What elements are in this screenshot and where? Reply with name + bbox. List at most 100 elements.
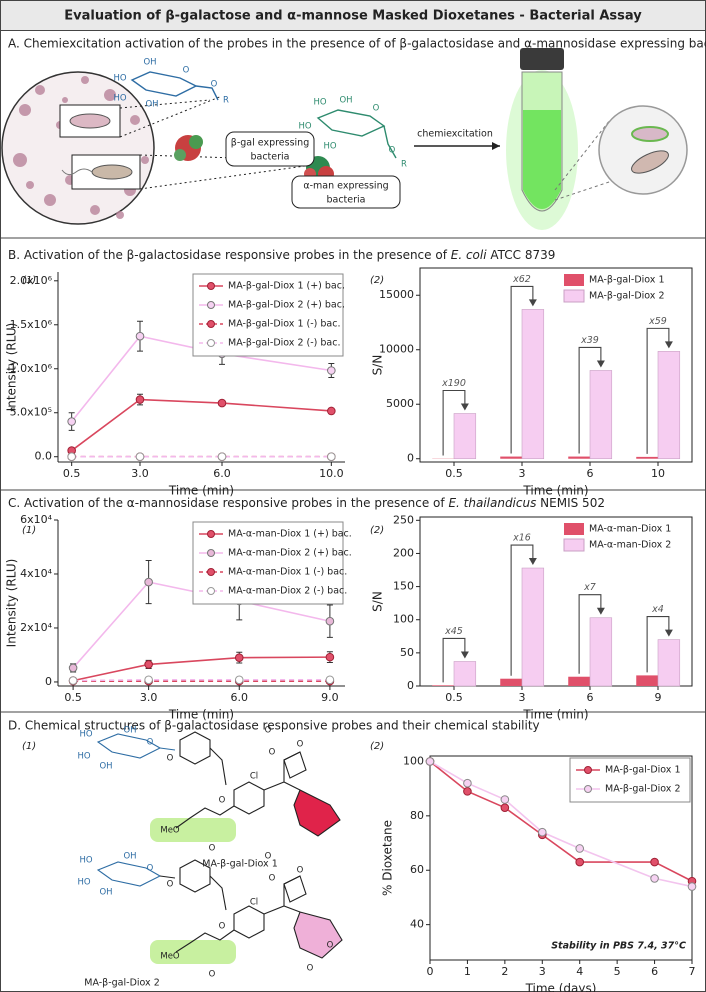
atom-label: OH	[145, 100, 158, 110]
atom-label: R	[401, 160, 407, 170]
annotation: x45	[444, 626, 463, 637]
data-point	[575, 844, 585, 853]
fold-arrow	[528, 558, 537, 566]
y-tick-label: 80	[410, 809, 424, 822]
bar	[568, 456, 590, 459]
fold-bracket	[646, 327, 670, 454]
x-tick-label: 4	[576, 965, 583, 978]
data-point	[67, 417, 76, 426]
bar	[589, 370, 613, 460]
x-axis-title: Time (min)	[522, 708, 588, 722]
data-point	[144, 660, 153, 669]
bar	[589, 617, 613, 687]
x-tick-label: 3	[519, 691, 526, 704]
data-point	[325, 675, 335, 685]
data-point	[327, 452, 336, 462]
bar	[657, 351, 681, 460]
y-tick-label: 5000	[386, 397, 414, 410]
legend-marker	[207, 320, 215, 328]
legend-marker	[584, 785, 592, 793]
x-tick-label: 0	[427, 965, 434, 978]
y-tick-label: 0.0	[35, 450, 53, 463]
atom-label: MeO	[160, 826, 180, 836]
y-tick-label: 100	[393, 613, 414, 626]
x-tick-label: 0.5	[63, 467, 81, 480]
legend-marker	[207, 339, 215, 347]
data-point	[144, 577, 153, 587]
atom-label: HO	[313, 98, 326, 108]
bar	[521, 309, 545, 460]
header-part: E. thailandicus	[448, 496, 536, 510]
data-point	[463, 787, 472, 796]
atom-label: HO	[77, 752, 90, 762]
y-tick-label: 1.5x10⁶	[10, 318, 53, 331]
fold-arrow	[596, 360, 605, 368]
data-point	[217, 398, 227, 408]
plot-frame	[419, 267, 693, 463]
x-axis-title: Time (min)	[168, 708, 234, 722]
y-axis-title: Intensity (RLU)	[5, 323, 19, 412]
bar	[521, 567, 545, 687]
fold-arrow	[460, 403, 469, 411]
series-line	[72, 656, 330, 682]
x-axis-title: Time (min)	[522, 484, 588, 498]
atom-label: O	[147, 864, 154, 874]
fold-arrow	[664, 341, 673, 349]
x-tick-label: 5	[614, 965, 621, 978]
subpanel-label: (2)	[370, 275, 384, 286]
legend-label: MA-β-gal-Diox 2	[589, 291, 665, 302]
y-tick-label: 15000	[379, 288, 414, 301]
atom-label: O	[297, 740, 304, 750]
x-tick-label: 10.0	[319, 467, 344, 480]
box-label: α-man expressing	[303, 181, 388, 192]
data-point	[327, 366, 336, 375]
legend-marker	[584, 766, 592, 774]
fold-arrow	[528, 299, 537, 307]
legend-label: MA-α-man-Diox 1 (-) bac.	[228, 567, 347, 578]
atom-label: HO	[113, 94, 126, 104]
legend-box	[192, 521, 344, 605]
x-tick-label: 3	[519, 467, 526, 480]
legend-marker	[207, 568, 215, 576]
legend-swatch	[564, 523, 584, 535]
legend-swatch	[563, 538, 585, 552]
x-tick-label: 3	[539, 965, 546, 978]
y-tick-label: 250	[393, 513, 414, 526]
atom-label: O	[219, 796, 226, 806]
y-tick-label: 2.0x10⁶	[10, 274, 53, 287]
legend-marker	[207, 301, 215, 309]
annotation: x7	[583, 582, 596, 593]
legend-label: MA-β-gal-Diox 2	[605, 784, 681, 795]
x-tick-label: 9.0	[321, 691, 339, 704]
data-point	[135, 331, 145, 341]
compound-name: MA-β-gal-Diox 1	[202, 859, 278, 870]
atom-label: O	[219, 922, 226, 932]
y-tick-label: 50	[400, 646, 414, 659]
atom-label: O	[211, 80, 218, 90]
bar	[453, 413, 477, 460]
fold-bracket	[578, 594, 602, 674]
x-tick-label: 6	[651, 965, 658, 978]
title: Evaluation of β-galactose and α-mannose …	[64, 9, 642, 24]
header-part: E. coli	[451, 248, 487, 262]
legend-label: MA-α-man-Diox 1	[589, 524, 671, 535]
fold-arrow	[460, 651, 469, 659]
atom-label: OH	[99, 888, 112, 898]
legend-marker	[207, 587, 215, 595]
y-axis-title: S/N	[371, 355, 385, 376]
box-label: bacteria	[250, 152, 289, 163]
series-line	[71, 335, 332, 423]
fold-bracket	[510, 285, 534, 454]
y-axis-title: Intensity (RLU)	[5, 559, 19, 648]
annotation: x62	[512, 274, 531, 285]
y-tick-label: 2x10⁴	[20, 621, 53, 634]
box-label: β-gal expressing	[231, 138, 309, 149]
legend-label: MA-α-man-Diox 2 (-) bac.	[228, 586, 347, 597]
header-part: B. Activation of the β-galactosidase res…	[8, 248, 451, 262]
subpanel-label: (2)	[370, 525, 384, 536]
fold-bracket	[510, 544, 534, 676]
illustration	[1, 48, 688, 230]
atom-label: O	[389, 146, 396, 156]
atom-label: O	[265, 726, 272, 736]
data-point	[234, 675, 244, 685]
